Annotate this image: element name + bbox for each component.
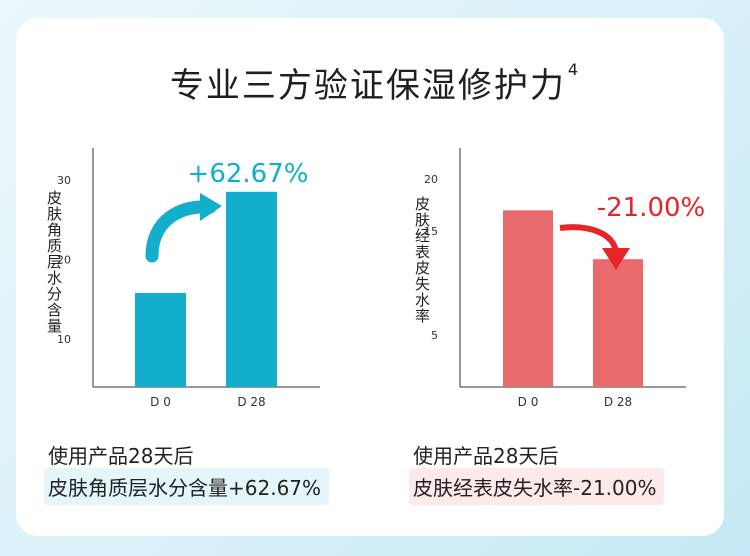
decrease-arrow-icon: [559, 224, 619, 253]
chart-left-ylabel: 皮肤角质层水分含量: [45, 190, 63, 334]
decrease-arrowhead-icon: [602, 248, 630, 270]
chart-right-bar-0: [503, 210, 553, 387]
chart-left-bar-1: [226, 191, 277, 387]
right-caption-highlight: 皮肤经表皮失水率-21.00%: [409, 468, 665, 505]
chart-left-xtick-0: D 0: [150, 395, 171, 409]
chart-right-ylabel: 皮肤经表皮失水率: [413, 196, 431, 324]
chart-left-bar-0: [135, 292, 186, 387]
chart-left-ytick-1: 20: [57, 254, 71, 267]
chart-left: 10 20 30 D 0 D 28: [57, 174, 277, 409]
chart-right-ytick-0: 5: [431, 329, 438, 342]
right-caption-line1: 使用产品28天后: [413, 444, 559, 468]
chart-left-ytick-0: 10: [57, 333, 71, 346]
chart-right-ytick-2: 20: [424, 173, 438, 186]
title-footnote: 4: [567, 60, 581, 79]
title-text: 专业三方验证保湿修护力: [169, 66, 566, 106]
page-title: 专业三方验证保湿修护力 4: [0, 58, 750, 107]
chart-left-xtick-1: D 28: [237, 395, 265, 409]
increase-arrowhead-icon: [200, 193, 222, 221]
chart-right-change-label: -21.00%: [597, 193, 706, 223]
chart-right-ytick-1: 15: [424, 225, 438, 238]
chart-right: 5 15 20 D 0 D 28: [424, 173, 643, 409]
chart-right-bar-1: [593, 259, 643, 387]
left-caption-line1: 使用产品28天后: [48, 444, 194, 468]
chart-right-xtick-0: D 0: [518, 395, 539, 409]
chart-right-xtick-1: D 28: [604, 395, 632, 409]
chart-left-ytick-2: 30: [57, 174, 71, 187]
left-caption-highlight: 皮肤角质层水分含量+62.67%: [44, 468, 330, 505]
chart-left-change-label: +62.67%: [188, 159, 309, 189]
